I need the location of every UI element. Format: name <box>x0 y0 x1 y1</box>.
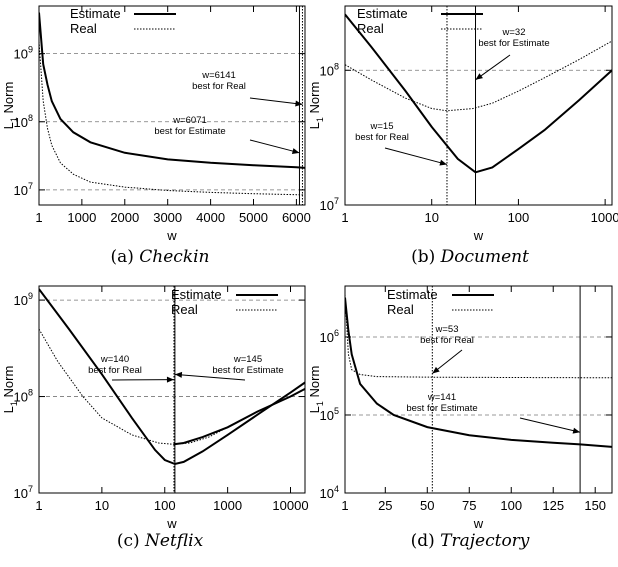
xtick-label: 125 <box>542 498 564 513</box>
legend-label: Estimate <box>357 6 408 21</box>
panel-caption: (d) Trajectory <box>411 531 530 551</box>
ytick-label: 106 <box>320 328 339 345</box>
y-axis-label: L1 Norm <box>1 82 19 130</box>
legend-label: Real <box>171 302 198 317</box>
xtick-label: 1000 <box>67 210 96 225</box>
annotation-text: w=6141 <box>201 70 236 81</box>
annotation-text: best for Real <box>192 81 246 92</box>
x-axis-label: w <box>166 516 177 531</box>
xtick-label: 100 <box>500 498 522 513</box>
ytick-label: 108 <box>320 61 339 78</box>
y-axis-label: L1 Norm <box>307 82 325 130</box>
annotation-text: w=53 <box>435 324 459 335</box>
annotation-arrow <box>174 373 246 381</box>
annotation-text: best for Estimate <box>406 403 477 414</box>
legend-label: Estimate <box>70 6 121 21</box>
x-axis-label: w <box>473 228 484 243</box>
annotation-text: best for Real <box>355 132 409 143</box>
ytick-label: 107 <box>14 181 33 198</box>
xtick-label: 10 <box>424 210 438 225</box>
xtick-label: 1 <box>35 498 42 513</box>
ytick-label: 108 <box>14 113 33 130</box>
annotation-arrowhead <box>295 100 303 107</box>
ytick-label: 109 <box>14 291 33 308</box>
xtick-label: 5000 <box>239 210 268 225</box>
legend-label: Estimate <box>387 287 438 302</box>
annotation-arrowhead <box>166 376 174 383</box>
panel-caption: (b) Document <box>411 247 529 267</box>
y-axis-label: L1 Norm <box>307 366 325 414</box>
annotation-text: w=140 <box>100 354 129 365</box>
ytick-label: 107 <box>14 484 33 501</box>
series-line-real <box>345 294 612 379</box>
legend-label: Real <box>357 21 384 36</box>
y-axis-label: L1 Norm <box>1 366 19 414</box>
plot-frame <box>38 5 306 206</box>
series-line-estimate <box>39 12 305 169</box>
xtick-label: 75 <box>462 498 476 513</box>
xtick-label: 150 <box>584 498 606 513</box>
xtick-label: 10000 <box>272 498 308 513</box>
ytick-label: 105 <box>320 406 339 423</box>
xtick-label: 50 <box>420 498 434 513</box>
ytick-label: 109 <box>14 45 33 62</box>
annotation-arrow <box>384 147 448 165</box>
panel-caption: (a) Checkin <box>110 247 209 267</box>
annotation-text: best for Real <box>88 365 142 376</box>
plot-frame <box>344 285 613 494</box>
xtick-label: 1 <box>341 498 348 513</box>
series-line-real <box>345 40 612 112</box>
ytick-label: 108 <box>14 388 33 405</box>
annotation-text: w=141 <box>427 392 456 403</box>
xtick-label: 2000 <box>110 210 139 225</box>
legend-label: Real <box>387 302 414 317</box>
xtick-label: 25 <box>378 498 392 513</box>
x-axis-label: w <box>473 516 484 531</box>
xtick-label: 1 <box>341 210 348 225</box>
annotation-arrowhead <box>572 427 581 434</box>
annotation-arrowhead <box>291 148 300 154</box>
panel-caption: (c) Netflix <box>117 531 204 551</box>
annotation-text: best for Estimate <box>154 126 225 137</box>
xtick-label: 1000 <box>591 210 618 225</box>
annotation-arrowhead <box>432 366 440 374</box>
annotation-text: w=6071 <box>172 115 207 126</box>
xtick-label: 10 <box>95 498 109 513</box>
plot-frame <box>344 5 613 206</box>
xtick-label: 3000 <box>153 210 182 225</box>
annotation-text: best for Estimate <box>478 38 549 49</box>
annotation-arrowhead <box>475 73 483 80</box>
annotation-arrow <box>519 417 581 433</box>
annotation-text: w=32 <box>502 27 526 38</box>
annotation-arrow <box>475 54 511 81</box>
series-line-estimate <box>345 297 612 448</box>
legend-label: Estimate <box>171 287 222 302</box>
ytick-label: 104 <box>320 484 339 501</box>
legend-label: Real <box>70 21 97 36</box>
annotation-text: w=15 <box>370 121 394 132</box>
xtick-label: 4000 <box>196 210 225 225</box>
annotation-text: best for Real <box>420 335 474 346</box>
xtick-label: 100 <box>508 210 530 225</box>
x-axis-label: w <box>166 228 177 243</box>
annotation-arrow <box>249 97 303 105</box>
xtick-label: 1 <box>35 210 42 225</box>
annotation-text: w=145 <box>233 354 262 365</box>
xtick-label: 100 <box>154 498 176 513</box>
panel-checkin: 107 108 109 1 1000 2000 3000 4000 5000 6000 w L1 No… <box>1 5 311 267</box>
xtick-label: 6000 <box>282 210 311 225</box>
annotation-arrow <box>249 139 300 154</box>
series-line-real <box>39 328 228 445</box>
annotation-arrowhead <box>439 159 447 166</box>
annotation-arrowhead <box>174 371 183 378</box>
series-line-real <box>39 41 305 196</box>
xtick-label: 1000 <box>213 498 242 513</box>
annotation-text: best for Estimate <box>212 365 283 376</box>
ytick-label: 107 <box>320 196 339 213</box>
